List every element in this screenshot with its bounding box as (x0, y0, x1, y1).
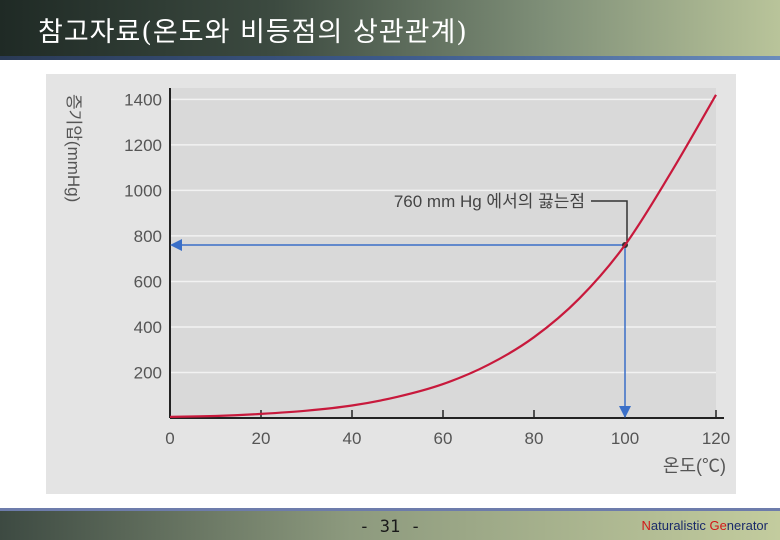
title-rule (0, 56, 780, 60)
x-tick-label: 40 (343, 429, 362, 448)
annotation-label: 760 mm Hg 에서의 끓는점 (394, 192, 585, 211)
y-tick-label: 1000 (124, 181, 162, 200)
y-axis-label: 증기압(mmHg) (64, 94, 83, 202)
plot-area (170, 88, 716, 418)
x-tick-label: 20 (252, 429, 271, 448)
vapor-pressure-chart: 200 400 600 800 1000 1200 1400 0 20 40 60 80 100 120 증… (46, 74, 736, 494)
chart-container: 200 400 600 800 1000 1200 1400 0 20 40 60 80 100 120 증… (46, 74, 736, 494)
footer-bar: - 31 - Naturalistic Generator (0, 508, 780, 540)
x-tick-label: 100 (611, 429, 639, 448)
annotation-leader-line (591, 200, 628, 242)
y-tick-label: 600 (134, 272, 162, 291)
brand-word-1: aturalistic (650, 518, 710, 533)
slide-title: 참고자료(온도와 비등점의 상관관계) (38, 17, 468, 48)
y-tick-label: 400 (134, 318, 162, 337)
x-tick-label: 60 (434, 429, 453, 448)
x-tick-label: 0 (165, 429, 174, 448)
brand-logo: Naturalistic Generator (642, 518, 768, 533)
vapor-pressure-curve (169, 94, 717, 418)
brand-initial-g: Ge (709, 518, 727, 533)
title-bar: 참고자료(온도와 비등점의 상관관계) (0, 0, 780, 56)
brand-initial-n: N (641, 518, 651, 533)
x-tick-label: 80 (525, 429, 544, 448)
x-axis-label: 온도(℃) (663, 456, 726, 476)
y-tick-label: 1400 (124, 90, 162, 109)
page-number: - 31 - (359, 517, 421, 537)
y-tick-label: 800 (134, 227, 162, 246)
brand-word-2: nerator (726, 518, 768, 533)
y-tick-label: 200 (134, 363, 162, 382)
x-tick-label: 120 (702, 429, 730, 448)
y-tick-label: 1200 (124, 136, 162, 155)
